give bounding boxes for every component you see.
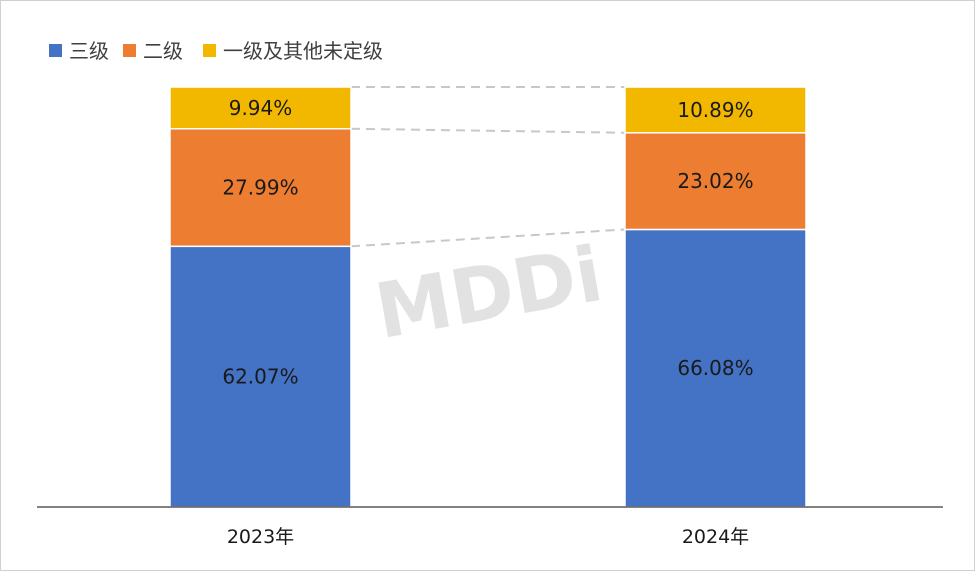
series-connector-lines: [351, 87, 625, 246]
bar-value-label-0-0: 62.07%: [222, 365, 298, 389]
legend-label-0: 三级: [69, 39, 109, 63]
x-tick-label-0: 2023年: [227, 526, 294, 548]
bar-value-label-1-1: 23.02%: [677, 169, 753, 193]
bar-value-label-0-2: 9.94%: [229, 96, 293, 120]
bar-value-label-1-2: 10.89%: [677, 98, 753, 122]
x-tick-label-1: 2024年: [682, 526, 749, 548]
connector-line-2: [351, 129, 625, 133]
legend-swatch-2: [203, 44, 216, 57]
watermark-logo: MDDi: [369, 229, 609, 356]
legend: 三级 二级 一级及其他未定级: [49, 39, 383, 63]
bar-value-label-0-1: 27.99%: [222, 176, 298, 200]
legend-swatch-0: [49, 44, 62, 57]
legend-label-1: 二级: [143, 39, 183, 63]
x-axis-tick-labels: 2023年 2024年: [227, 526, 749, 548]
legend-label-2: 一级及其他未定级: [223, 39, 383, 63]
bar-value-label-1-0: 66.08%: [677, 356, 753, 380]
legend-swatch-1: [123, 44, 136, 57]
